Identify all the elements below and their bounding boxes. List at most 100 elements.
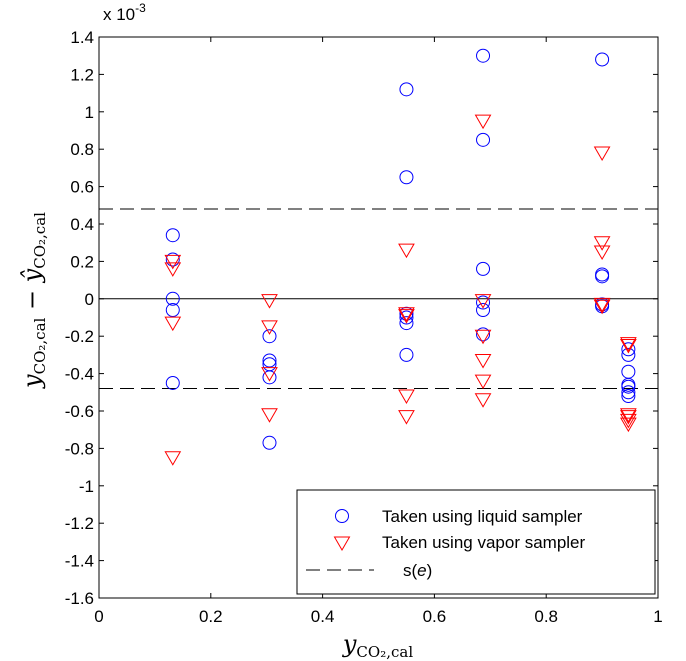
vapor-sampler-point [398,309,415,324]
liquid-sampler-point [595,269,610,284]
vapor-sampler-point [261,367,278,382]
axis-tick-labels: 0 0.2 0.4 0.6 0.8 1 -1.6 -1.4 -1.2 -1 -0.8 -0.6 -0.4… [65,28,663,626]
y-tick-label: 0.6 [70,178,94,197]
vapor-sampler-point [593,297,611,313]
vapor-sampler-point [164,451,182,466]
liquid-sampler-point [621,385,636,400]
liquid-sampler-point [476,261,491,276]
x-tick-label: 0 [94,607,103,626]
vapor-sampler-point [593,299,611,315]
vapor-sampler-point [620,337,637,352]
y-axis-label-minus: − [18,282,46,317]
liquid-sampler-point [399,170,414,185]
x-tick-label: 0.8 [534,607,558,626]
vapor-sampler-point [474,294,492,309]
y-tick-label: 1 [85,103,94,122]
liquid-sampler-point [595,52,610,67]
x-axis-label-sub: CO₂,cal [356,643,413,661]
y-tick-label: -0.4 [65,365,94,384]
vapor-sampler-point [620,410,637,425]
liquid-sampler-point [399,316,414,331]
y-tick-label: -0.2 [65,327,94,346]
liquid-sampler-point [165,303,180,318]
y-tick-label: -1 [79,477,94,496]
data-points [164,48,637,466]
liquid-sampler-point [476,132,491,147]
legend-triangle-marker [333,536,351,552]
liquid-sampler-point [399,82,414,97]
liquid-sampler-point [621,389,636,404]
x-tick-label: 1 [653,607,662,626]
liquid-sampler-point [476,295,491,310]
vapor-sampler-point [261,320,278,335]
liquid-sampler-point [399,347,414,362]
liquid-sampler-point [165,375,180,390]
vapor-sampler-point [620,408,637,423]
y-axis-label-term1: y [18,374,46,389]
y-axis-label-sub1: CO₂,cal [31,317,49,374]
liquid-sampler-point [262,353,277,368]
liquid-sampler-point [165,252,180,267]
vapor-sampler-point [593,236,611,251]
legend-label-se: s(e) [403,561,432,580]
legend-label-liquid: Taken using liquid sampler [382,507,583,526]
x-axis-label: yCO₂,cal [342,630,413,661]
liquid-sampler-point [621,379,636,394]
liquid-sampler-point [165,228,180,243]
vapor-sampler-point [620,339,637,354]
y-tick-label: 0 [85,290,94,309]
y-tick-label: 1.2 [70,65,94,84]
liquid-sampler-point [262,329,277,344]
vapor-sampler-point [164,254,182,270]
liquid-sampler-point [476,327,491,342]
plot-frame [98,36,659,599]
vapor-sampler-point [261,294,278,309]
vapor-sampler-point [474,393,492,408]
y-tick-label: -1.6 [65,589,94,608]
liquid-sampler-point [399,310,414,325]
y-tick-label: -0.6 [65,402,94,421]
vapor-sampler-point [620,413,637,429]
vapor-sampler-point [261,408,278,423]
y-axis-label-term2: ŷ [18,268,46,283]
x-axis-label-main: y [342,630,357,658]
legend: Taken using liquid sampler Taken using v… [296,489,656,595]
vapor-sampler-point [164,262,182,277]
vapor-sampler-point [474,354,492,369]
y-tick-label: 0.8 [70,140,94,159]
y-tick-label: -1.4 [65,552,94,571]
liquid-sampler-point [621,347,636,362]
vapor-sampler-point [398,307,415,322]
vapor-sampler-point [474,374,492,390]
vapor-sampler-point [593,245,611,261]
y-tick-label: -1.2 [65,514,94,533]
vapor-sampler-point [164,316,182,332]
legend-box [296,489,656,595]
liquid-sampler-point [476,303,491,318]
x-tick-label: 0.4 [311,607,335,626]
y-tick-label: 0.4 [70,215,94,234]
vapor-sampler-point [398,243,415,259]
legend-label-vapor: Taken using vapor sampler [382,533,586,552]
y-axis-label: yCO₂,cal − ŷCO₂,cal [18,212,49,389]
vapor-sampler-point [620,417,637,433]
liquid-sampler-point [621,342,636,357]
y-tick-label: -0.8 [65,439,94,458]
y-scale-note: x 10-3 [103,1,146,24]
liquid-sampler-point [262,370,277,385]
reference-lines [99,208,658,390]
x-tick-label: 0.2 [199,607,223,626]
vapor-sampler-point [398,389,415,405]
y-tick-label: 1.4 [70,28,94,47]
vapor-sampler-point [474,329,492,345]
liquid-sampler-point [262,435,277,450]
vapor-sampler-point [593,146,611,161]
liquid-sampler-point [165,291,180,306]
liquid-sampler-point [476,48,491,63]
x-tick-label: 0.6 [423,607,447,626]
legend-circle-marker [335,509,349,523]
vapor-sampler-point [398,410,415,425]
y-tick-label: 0.2 [70,252,94,271]
y-axis-label-sub2: CO₂,cal [31,212,49,269]
